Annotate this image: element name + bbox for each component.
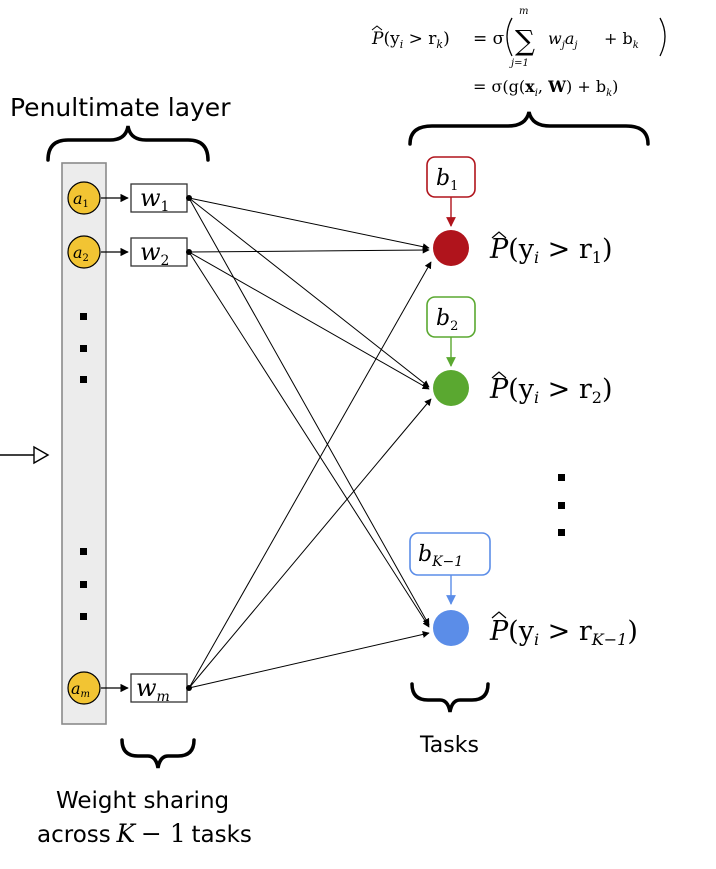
sum-lower: j=1 — [509, 58, 529, 69]
probability-formula: P(yi > rk) = σ m ∑ j=1 wjaj + bk = σ(g(x… — [371, 6, 666, 99]
task-node-1 — [433, 230, 469, 266]
weight-box-wm: wm — [130, 673, 188, 705]
task-output-1: P(yi > r1) — [489, 234, 613, 267]
neuron-a1: a1 — [67, 181, 101, 215]
weight-sharing-brace — [120, 738, 196, 769]
w2-output-dot — [186, 249, 192, 255]
penultimate-brace — [46, 125, 210, 162]
layer-ellipsis-upper — [80, 313, 87, 383]
bias-box-b2: b2 — [426, 296, 476, 338]
svg-text:bK−1: bK−1 — [418, 542, 463, 570]
wm-output-dot — [186, 685, 192, 691]
svg-text:a1: a1 — [73, 189, 89, 210]
tasks-ellipsis — [558, 474, 565, 536]
plus-bias: + bk — [604, 29, 639, 51]
weight-sharing-line1: Weight sharing — [56, 788, 229, 814]
weight-connections — [188, 197, 432, 689]
task-output-2: P(yi > r2) — [489, 374, 613, 407]
hat-mark-K-1 — [491, 611, 507, 619]
hat-mark-1 — [491, 231, 507, 239]
svg-text:a2: a2 — [73, 243, 89, 264]
task-node-K-1 — [433, 610, 469, 646]
svg-text:w2: w2 — [140, 238, 169, 269]
formula-paren-right — [659, 17, 666, 57]
task-node-2 — [433, 370, 469, 406]
svg-text:wm: wm — [136, 674, 170, 705]
svg-text:b1: b1 — [436, 166, 458, 194]
weight-box-w2: w2 — [130, 237, 188, 269]
formula-line2: = σ(g(xi, W) + bk) — [473, 77, 618, 99]
task-output-K-1: P(yi > rK−1) — [489, 616, 638, 649]
sum-upper: m — [519, 6, 528, 17]
formula-line1-lhs: P(yi > rk) — [371, 29, 450, 51]
input-arrow — [0, 445, 50, 465]
formula-eq-sigma: = σ — [473, 29, 505, 49]
sum-body: wjaj — [548, 29, 577, 51]
w1-output-dot — [186, 195, 192, 201]
neuron-a2: a2 — [67, 235, 101, 269]
svg-text:w1: w1 — [140, 184, 169, 215]
neuron-am: am — [67, 671, 101, 705]
formula-paren-left — [506, 17, 513, 57]
penultimate-layer-label: Penultimate layer — [10, 93, 231, 122]
svg-text:am: am — [71, 679, 90, 700]
weight-sharing-line2: across K − 1 tasks — [37, 819, 252, 848]
tasks-bottom-brace — [410, 682, 490, 713]
tasks-label: Tasks — [419, 733, 479, 758]
hat-mark — [371, 25, 383, 31]
svg-text:b2: b2 — [436, 306, 458, 334]
bias-box-bK-1: bK−1 — [409, 532, 491, 576]
bias-box-b1: b1 — [426, 156, 476, 198]
sum-symbol: ∑ — [515, 24, 535, 57]
hat-mark-2 — [491, 371, 507, 379]
weight-box-w1: w1 — [130, 183, 188, 215]
layer-ellipsis-lower — [80, 548, 87, 620]
tasks-top-brace — [408, 111, 650, 146]
